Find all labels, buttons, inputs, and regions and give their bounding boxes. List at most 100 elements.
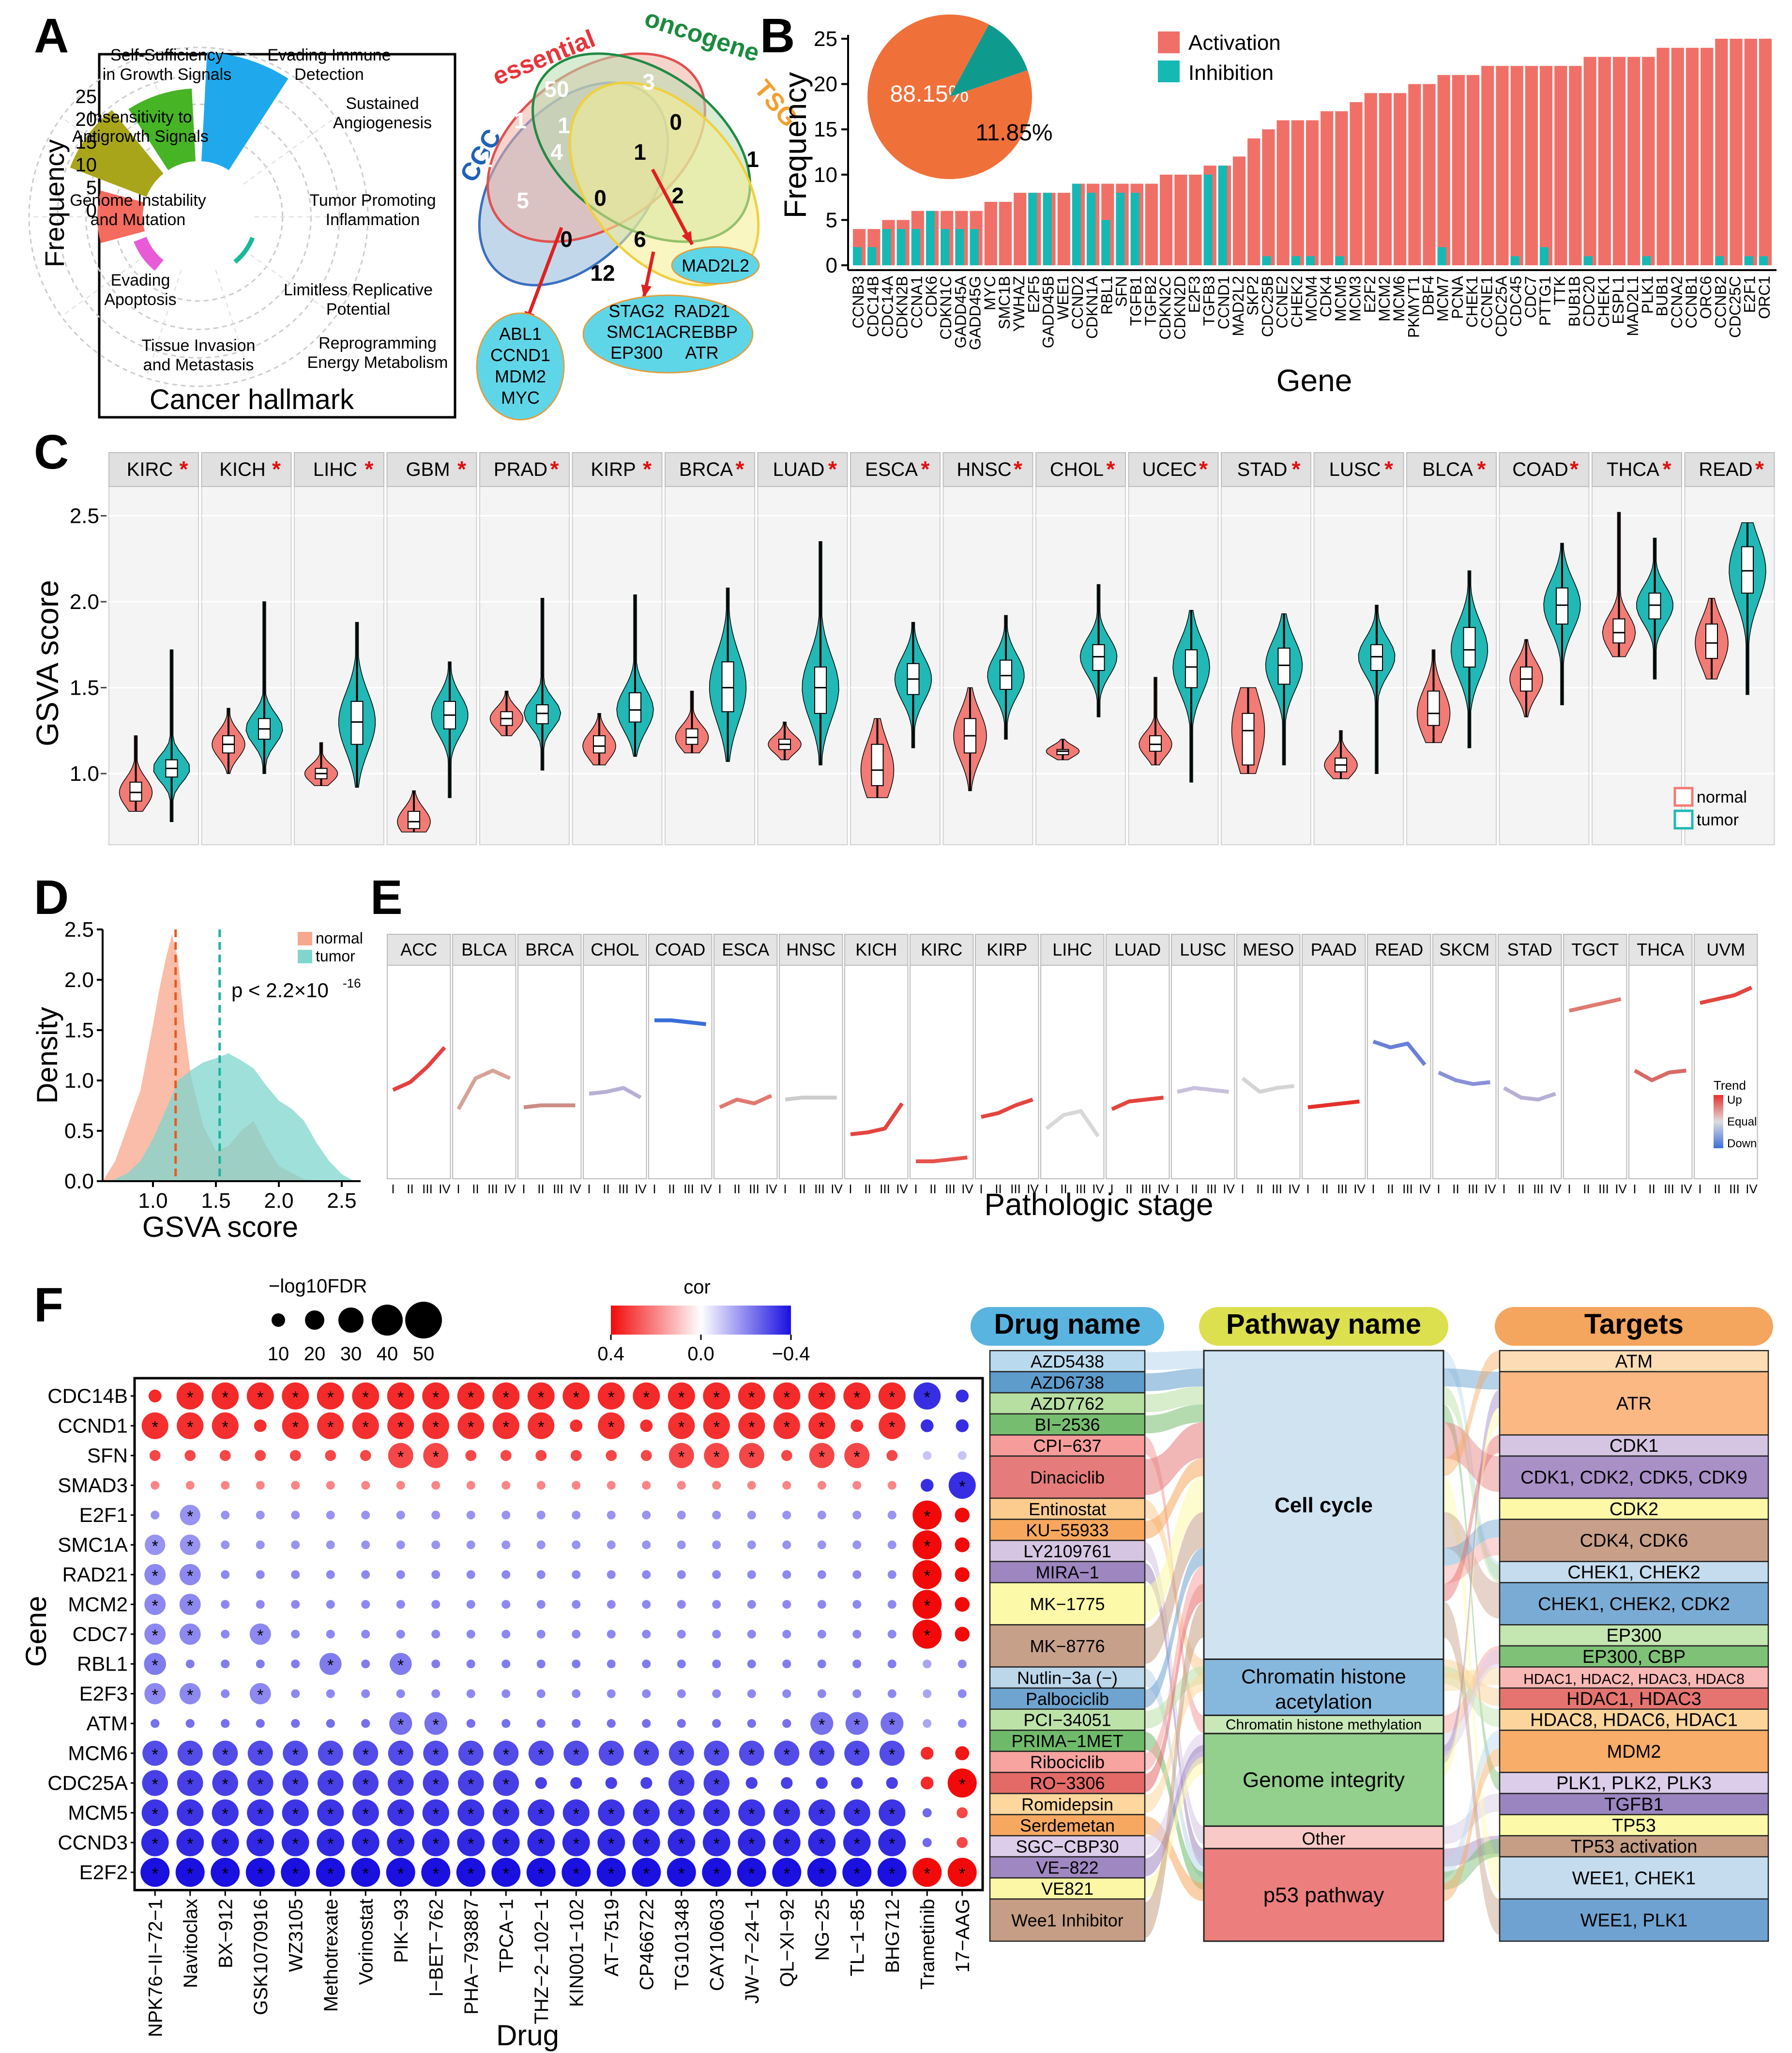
e-xtick-label: II	[1125, 1182, 1132, 1196]
f1-dot	[536, 1540, 546, 1550]
f2-drug-label: AZD5438	[1031, 1352, 1104, 1371]
e-xtick-label: I	[783, 1182, 787, 1196]
hallmark-label: Inflammation	[326, 211, 420, 229]
f1-color-legend-label: 0.4	[597, 1343, 624, 1365]
f1-dot	[572, 1659, 581, 1669]
b-bar-inhibition	[867, 247, 877, 265]
venn-count: 1	[558, 113, 570, 138]
b-xtick-label: TGFB3	[1200, 276, 1218, 326]
b-xtick-label: CDC45	[1507, 276, 1525, 327]
f2-link-right	[1443, 1519, 1500, 1566]
b-xtick-label: E2F2	[1361, 276, 1379, 313]
f2-link-right	[1443, 1369, 1500, 1390]
f2-target-label: CDK4, CDK6	[1580, 1531, 1688, 1551]
e-legend-label: Equal	[1727, 1115, 1757, 1128]
f1-star: *	[924, 1388, 930, 1407]
f1-dot	[466, 1510, 475, 1520]
e-xtick-label: II	[603, 1182, 609, 1196]
f1-dot	[712, 1570, 721, 1579]
f1-drug-label: WZ3105	[285, 1899, 306, 1972]
f2-link-left	[1145, 1404, 1204, 1434]
f1-dot	[431, 1659, 440, 1669]
e-xtick-label: III	[749, 1182, 759, 1196]
f1-dot	[396, 1629, 405, 1639]
b-xtick-label: MCM5	[1332, 276, 1349, 321]
f1-dot	[326, 1570, 335, 1579]
f1-dot	[177, 1799, 204, 1826]
d-ytick-label: 0.0	[64, 1170, 94, 1193]
f1-dot	[256, 1600, 265, 1609]
f2-drug-node	[989, 1793, 1146, 1815]
e-xtick-label: III	[618, 1182, 629, 1196]
f1-dot	[817, 1510, 826, 1520]
c-legend-normal-swatch	[1673, 787, 1694, 807]
f2-drug-label: BI−2536	[1034, 1415, 1100, 1435]
f1-dot	[851, 1777, 863, 1789]
b-bar-activation	[1481, 66, 1494, 265]
e-facet-strip	[387, 934, 451, 966]
e-xtick-label: II	[799, 1182, 805, 1196]
f1-dot	[245, 1857, 275, 1887]
venn-count: 0	[669, 109, 682, 135]
f1-dot	[633, 1799, 660, 1826]
f1-dot	[221, 1540, 230, 1550]
f1-dot	[852, 1481, 862, 1490]
c-box	[685, 728, 699, 745]
panel-label-C: C	[34, 425, 69, 479]
grid-spoke	[61, 249, 154, 317]
f1-dot	[912, 1857, 942, 1887]
f1-star: *	[503, 1746, 509, 1764]
f1-dot	[466, 1659, 475, 1669]
e-facet-title: MESO	[1243, 940, 1294, 959]
f2-drug-node	[989, 1730, 1146, 1752]
f2-drug-label: Palbociclib	[1026, 1689, 1109, 1709]
f1-drug-label: Vorinostat	[355, 1899, 377, 1985]
f2-target-label: MDM2	[1607, 1742, 1661, 1762]
f1-star: *	[468, 1805, 474, 1824]
b-xtick-label: MCM7	[1434, 276, 1452, 321]
f1-star: *	[363, 1388, 369, 1407]
f1-star: *	[187, 1746, 193, 1764]
c-significance: *	[736, 456, 744, 482]
f2-target-node	[1499, 1350, 1769, 1372]
c-ytick-label: 2.0	[70, 590, 99, 614]
f2-drug-node	[989, 1877, 1146, 1900]
f1-gene-label: CCND1	[58, 1414, 128, 1437]
f2-link-left	[1145, 1369, 1204, 1391]
c-facet-strip	[1035, 452, 1126, 487]
f1-color-legend-label: 0.0	[687, 1343, 714, 1365]
f1-star: *	[889, 1716, 895, 1734]
f1-dot	[642, 1540, 651, 1550]
e-trend-line	[981, 1097, 1033, 1119]
b-xtick-label: CDKN2B	[894, 276, 911, 339]
e-xtick-label: III	[1402, 1182, 1413, 1196]
c-box	[1648, 593, 1661, 620]
f1-dot	[179, 1623, 201, 1645]
f1-dot	[493, 1770, 519, 1796]
f1-drug-label: TPCA−1	[496, 1899, 517, 1973]
f2-drug-node	[989, 1708, 1146, 1731]
f1-star: *	[397, 1448, 404, 1466]
f1-star: *	[678, 1775, 684, 1794]
f1-dot	[387, 1412, 414, 1439]
f1-star: *	[608, 1388, 614, 1407]
f1-gene-label: MCM2	[68, 1593, 128, 1615]
hallmark-ytick: 20	[76, 109, 97, 130]
f1-dot	[535, 1450, 547, 1461]
venn-count: 5	[516, 188, 529, 213]
f1-dot	[956, 1419, 969, 1432]
hallmark-label: Insensitivity to	[89, 108, 192, 126]
b-bar-activation	[1408, 84, 1421, 265]
f1-star: *	[187, 1686, 193, 1704]
c-facet-strip	[1406, 452, 1497, 487]
c-box	[1556, 587, 1568, 625]
f1-dot	[642, 1719, 651, 1728]
f1-star: *	[503, 1865, 509, 1883]
b-bar-activation	[1014, 193, 1027, 265]
c-box	[1185, 649, 1198, 688]
f2-target-node	[1499, 1434, 1769, 1457]
e-facet-strip	[1367, 934, 1431, 966]
c-facet-title: HNSC	[957, 459, 1011, 480]
f1-dot	[668, 1382, 695, 1410]
e-facet-bg	[1236, 934, 1301, 1179]
